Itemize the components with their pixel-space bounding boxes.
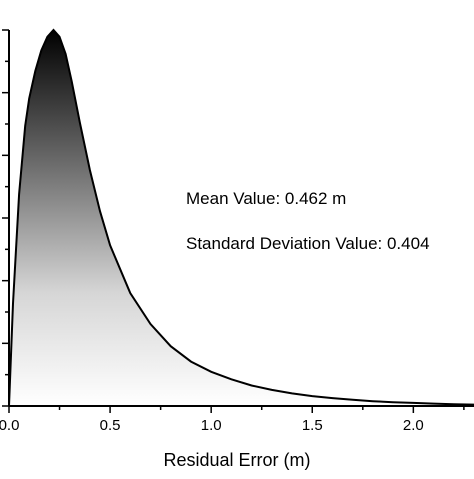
distribution-area: [9, 30, 474, 406]
x-axis-title: Residual Error (m): [163, 450, 310, 470]
x-tick-label: 0.0: [0, 417, 19, 434]
x-tick-label: 1.0: [201, 417, 222, 434]
x-tick-label: 2.0: [403, 417, 424, 434]
distribution-curve: [8, 28, 474, 407]
mean-value-annotation: Mean Value: 0.462 m: [186, 189, 346, 208]
std-deviation-annotation: Standard Deviation Value: 0.404: [186, 234, 430, 253]
x-tick-label: 1.5: [302, 417, 323, 434]
x-tick-label: 0.5: [100, 417, 121, 434]
